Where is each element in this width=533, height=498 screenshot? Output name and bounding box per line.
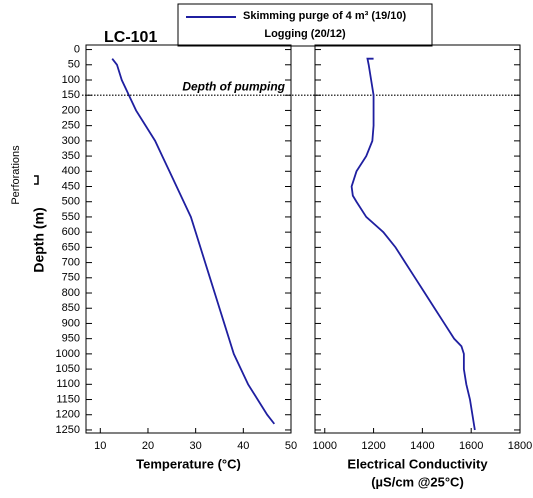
y-tick-label: 1150 [56,393,80,405]
x-tick-label: 20 [142,440,154,452]
y-tick-label: 1050 [56,363,80,375]
y-tick-label: 100 [62,74,80,86]
x-tick-label: 1600 [459,440,483,452]
y-tick-label: 1000 [56,348,80,360]
y-tick-label: 450 [62,180,80,192]
legend-label: Skimming purge of 4 m³ (19/10) [243,10,407,22]
x-tick-label: 1000 [313,440,337,452]
x-tick-label: 50 [285,440,297,452]
legend-subtitle: Logging (20/12) [264,28,346,40]
x-axis-label: Electrical Conductivity [347,456,488,471]
data-line [350,57,476,431]
y-tick-label: 800 [62,287,80,299]
x-tick-label: 40 [237,440,249,452]
perforations-bracket [34,175,39,185]
y-tick-label: 700 [62,256,80,268]
y-tick-label: 350 [62,150,80,162]
y-axis-label: Depth (m) [31,207,47,272]
x-axis-units: (µS/cm @25°C) [371,474,464,489]
y-tick-label: 600 [62,226,80,238]
x-tick-label: 30 [190,440,202,452]
chart-title: LC-101 [104,29,157,46]
plot-frame [85,44,292,434]
y-tick-label: 750 [62,272,80,284]
y-tick-label: 950 [62,333,80,345]
data-line [111,58,276,425]
plot-frame [314,44,521,434]
y-tick-label: 1200 [56,409,80,421]
y-tick-label: 400 [62,165,80,177]
y-tick-label: 900 [62,317,80,329]
y-tick-label: 1100 [56,378,80,390]
y-tick-label: 250 [62,120,80,132]
y-tick-label: 150 [62,89,80,101]
x-axis-label: Temperature (°C) [136,456,241,471]
y-tick-label: 0 [74,43,80,55]
x-tick-label: 10 [94,440,106,452]
y-tick-label: 850 [62,302,80,314]
y-tick-label: 1250 [56,424,80,436]
y-tick-label: 200 [62,104,80,116]
x-tick-label: 1200 [361,440,385,452]
y-tick-label: 650 [62,241,80,253]
legend-box [177,3,433,47]
x-tick-label: 1400 [410,440,434,452]
perforations-label: Perforations [10,145,22,205]
y-tick-label: 500 [62,196,80,208]
annotation-text: Depth of pumping [182,79,285,93]
y-tick-label: 550 [62,211,80,223]
x-tick-label: 1800 [508,440,532,452]
y-tick-label: 50 [68,59,80,71]
y-tick-label: 300 [62,135,80,147]
